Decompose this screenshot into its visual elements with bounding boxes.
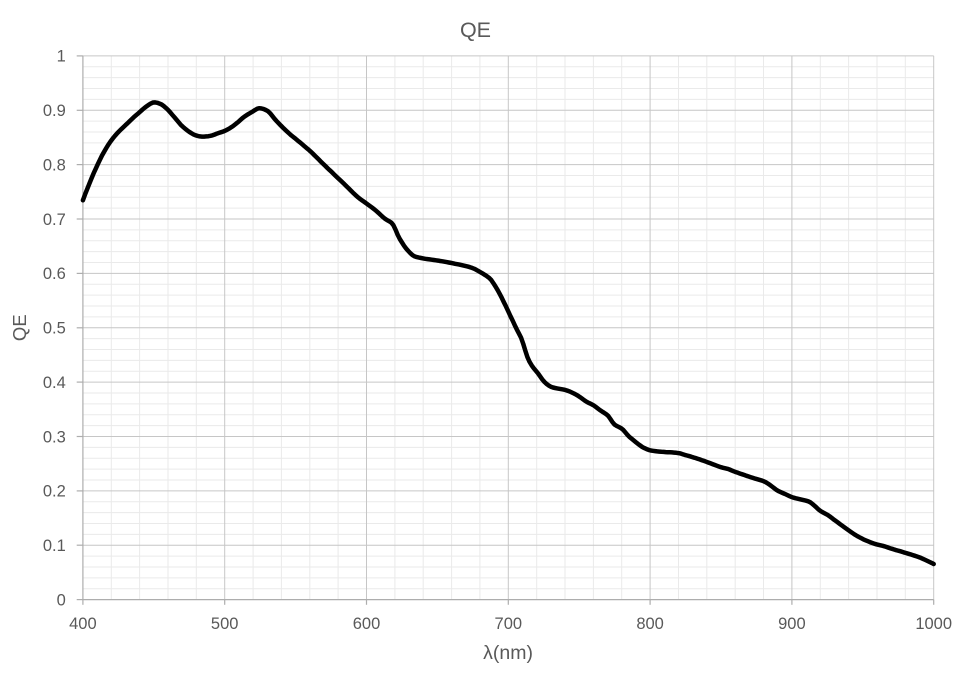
svg-text:0.4: 0.4 xyxy=(43,374,66,392)
svg-text:600: 600 xyxy=(353,615,381,633)
svg-text:λ(nm): λ(nm) xyxy=(483,642,533,664)
svg-text:0.1: 0.1 xyxy=(43,537,66,555)
svg-text:500: 500 xyxy=(211,615,239,633)
svg-text:0.7: 0.7 xyxy=(43,211,66,229)
svg-text:QE: QE xyxy=(460,18,491,42)
svg-text:QE: QE xyxy=(9,314,30,341)
svg-text:900: 900 xyxy=(778,615,806,633)
svg-text:700: 700 xyxy=(495,615,523,633)
svg-text:0.2: 0.2 xyxy=(43,483,66,501)
svg-text:1000: 1000 xyxy=(915,615,952,633)
svg-text:0.5: 0.5 xyxy=(43,320,66,338)
svg-text:0.6: 0.6 xyxy=(43,265,66,283)
svg-text:0.8: 0.8 xyxy=(43,156,66,174)
svg-text:0.3: 0.3 xyxy=(43,428,66,446)
svg-text:0.9: 0.9 xyxy=(43,102,66,120)
svg-text:400: 400 xyxy=(69,615,97,633)
svg-text:1: 1 xyxy=(57,48,66,66)
svg-text:0: 0 xyxy=(57,591,66,609)
svg-text:800: 800 xyxy=(636,615,664,633)
